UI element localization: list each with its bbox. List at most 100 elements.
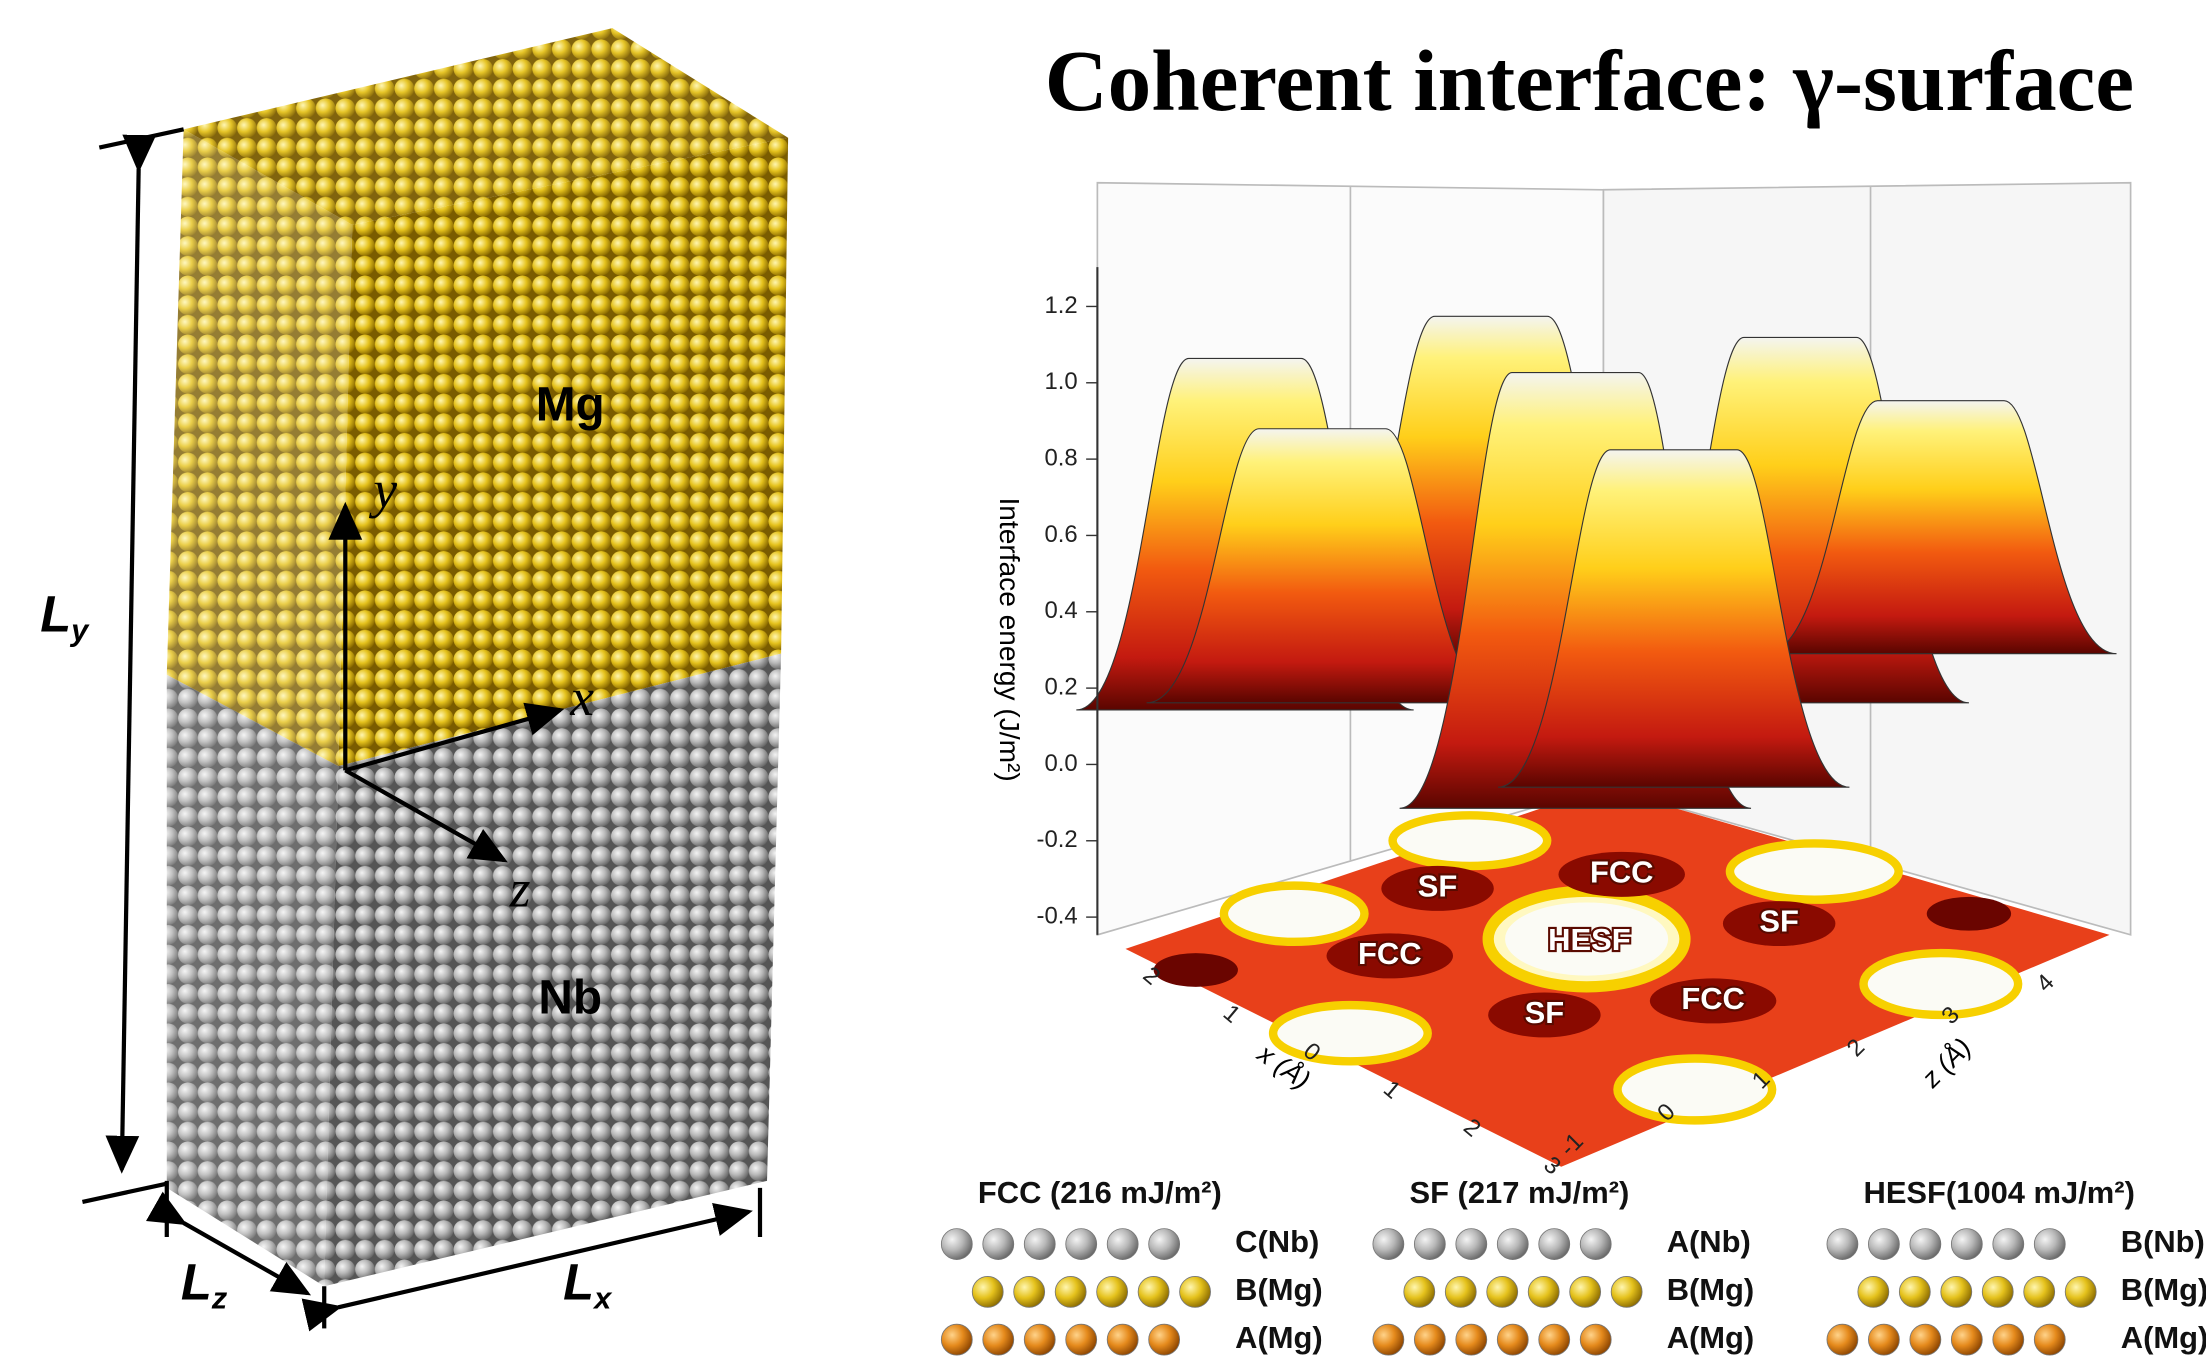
atom xyxy=(1497,1324,1528,1355)
figure: Mg Nb Ly Lz Lx y x z Coherent interface:… xyxy=(0,0,2206,1372)
atom xyxy=(1107,1229,1138,1260)
axis-label: x xyxy=(569,667,594,727)
atom xyxy=(1982,1276,2013,1307)
region-label: SF xyxy=(1759,904,1799,939)
dim-sub: z xyxy=(211,1280,228,1315)
atom xyxy=(1066,1229,1097,1260)
atom xyxy=(1373,1229,1404,1260)
atom xyxy=(1414,1324,1445,1355)
region-label: FCC xyxy=(1590,855,1654,890)
axis-label: z xyxy=(509,858,531,918)
atom xyxy=(1528,1276,1559,1307)
atom xyxy=(1497,1229,1528,1260)
atom xyxy=(1570,1276,1601,1307)
atom xyxy=(1910,1229,1941,1260)
atom xyxy=(2024,1276,2055,1307)
y-tick-label: 1.2 xyxy=(1044,292,1077,319)
layer-label: B(Mg) xyxy=(1235,1272,1323,1307)
atom xyxy=(1899,1276,1930,1307)
dim-main: L xyxy=(563,1254,594,1311)
x-tick-label: 1 xyxy=(1218,999,1246,1028)
atom xyxy=(983,1324,1014,1355)
atom xyxy=(1858,1276,1889,1307)
atom xyxy=(1827,1229,1858,1260)
axis-label: y xyxy=(368,459,397,519)
y-tick-label: -0.2 xyxy=(1037,826,1078,853)
y-tick-label: 0.2 xyxy=(1044,673,1077,700)
atom xyxy=(941,1324,972,1355)
atom xyxy=(1951,1324,1982,1355)
region-label: SF xyxy=(1525,995,1565,1030)
y-tick-label: 1.0 xyxy=(1044,368,1077,395)
atom xyxy=(1456,1229,1487,1260)
atom xyxy=(1107,1324,1138,1355)
y-tick-label: 0.6 xyxy=(1044,521,1077,548)
stacking-title: SF (217 mJ/m²) xyxy=(1409,1175,1629,1210)
atom xyxy=(1868,1229,1899,1260)
atom xyxy=(1445,1276,1476,1307)
atom xyxy=(1951,1229,1982,1260)
atom xyxy=(1993,1324,2024,1355)
atom xyxy=(1827,1324,1858,1355)
atom xyxy=(1024,1324,1055,1355)
atom xyxy=(1024,1229,1055,1260)
atom xyxy=(972,1276,1003,1307)
atom xyxy=(1910,1324,1941,1355)
atom xyxy=(1539,1229,1570,1260)
dim-sub: x xyxy=(592,1280,613,1315)
atom xyxy=(1014,1276,1045,1307)
atom xyxy=(1404,1276,1435,1307)
stacking-title: FCC (216 mJ/m²) xyxy=(978,1175,1222,1210)
layer-label: C(Nb) xyxy=(1235,1224,1319,1259)
atom xyxy=(1993,1229,2024,1260)
atom xyxy=(1941,1276,1972,1307)
atom xyxy=(1180,1276,1211,1307)
atom xyxy=(1868,1324,1899,1355)
layer-label: B(Mg) xyxy=(1667,1272,1755,1307)
atom xyxy=(1456,1324,1487,1355)
stackings: FCC (216 mJ/m²) C(Nb) B(Mg) A(Mg) SF (217 mJ… xyxy=(941,1175,2206,1355)
y-axis-label: Interface energy (J/m²) xyxy=(994,497,1025,781)
atom xyxy=(1149,1324,1180,1355)
atom xyxy=(2065,1276,2096,1307)
layer-label: A(Nb) xyxy=(1667,1224,1751,1259)
dim-sub: y xyxy=(69,613,90,648)
atom xyxy=(1138,1276,1169,1307)
atom xyxy=(1414,1229,1445,1260)
dim-main: L xyxy=(40,586,71,643)
atom xyxy=(1539,1324,1570,1355)
layer-label: A(Mg) xyxy=(1235,1320,1323,1355)
region-label: HESF xyxy=(1548,922,1630,957)
layer-label: A(Mg) xyxy=(2121,1320,2206,1355)
atom xyxy=(1580,1229,1611,1260)
layer-label: A(Mg) xyxy=(1667,1320,1755,1355)
atom xyxy=(1373,1324,1404,1355)
x-tick-label: 1 xyxy=(1378,1075,1406,1104)
atom xyxy=(1611,1276,1642,1307)
dim-label: Lx xyxy=(563,1254,613,1316)
region-label: FCC xyxy=(1358,936,1422,971)
atom xyxy=(2034,1324,2065,1355)
region-label: FCC xyxy=(1681,981,1745,1016)
y-tick-label: 0.4 xyxy=(1044,597,1077,624)
atom xyxy=(941,1229,972,1260)
x-tick-label: 2 xyxy=(1458,1113,1486,1142)
y-tick-label: -0.4 xyxy=(1037,902,1078,929)
dim-main: L xyxy=(181,1254,212,1311)
metal-label: Nb xyxy=(538,972,602,1025)
y-tick-label: 0.8 xyxy=(1044,444,1077,471)
atom-block xyxy=(167,28,788,1286)
dim-label: Ly xyxy=(40,586,90,648)
atom xyxy=(1149,1229,1180,1260)
atom xyxy=(2034,1229,2065,1260)
atom xyxy=(1066,1324,1097,1355)
atom xyxy=(1097,1276,1128,1307)
metal-label: Mg xyxy=(536,378,605,431)
dim-label: Lz xyxy=(181,1254,228,1316)
atom xyxy=(1487,1276,1518,1307)
layer-label: B(Mg) xyxy=(2121,1272,2206,1307)
title: Coherent interface: γ-surface xyxy=(1045,32,2134,129)
y-tick-label: 0.0 xyxy=(1044,750,1077,777)
layer-label: B(Nb) xyxy=(2121,1224,2205,1259)
region-label: SF xyxy=(1418,869,1458,904)
